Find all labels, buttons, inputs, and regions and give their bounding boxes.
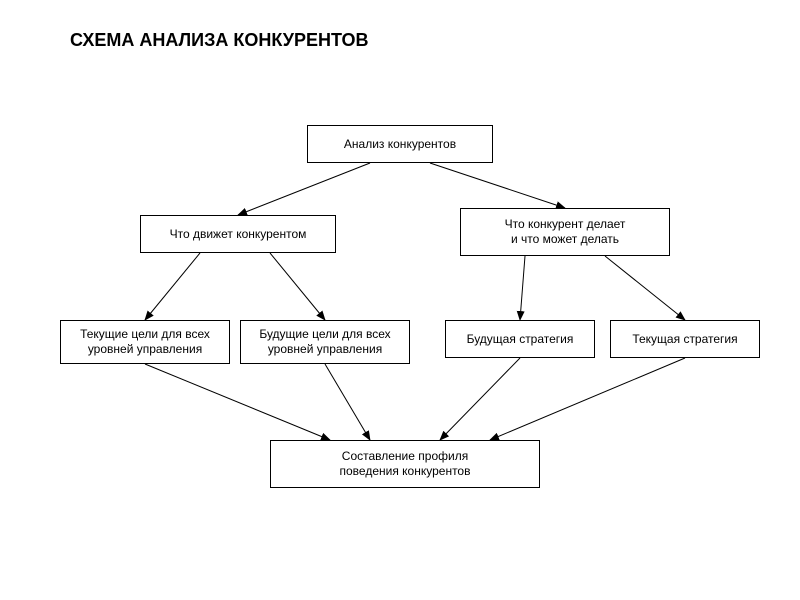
node-what-does-label: Что конкурент делает и что может делать [505,217,626,247]
edge-left-l1 [145,253,200,320]
diagram-title: СХЕМА АНАЛИЗА КОНКУРЕНТОВ [70,30,369,51]
node-what-does: Что конкурент делает и что может делать [460,208,670,256]
edges-layer [0,0,800,600]
edge-right-r1 [520,256,525,320]
edge-l2-bottom [325,364,370,440]
node-profile: Составление профиля поведения конкуренто… [270,440,540,488]
node-future-strategy-label: Будущая стратегия [467,332,574,347]
node-current-strategy: Текущая стратегия [610,320,760,358]
edge-right-r2 [605,256,685,320]
node-what-drives-label: Что движет конкурентом [170,227,307,242]
edge-root-left [238,163,370,215]
edge-r1-bottom [440,358,520,440]
edge-left-l2 [270,253,325,320]
node-future-goals: Будущие цели для всех уровней управления [240,320,410,364]
node-future-strategy: Будущая стратегия [445,320,595,358]
node-analysis-root-label: Анализ конкурентов [344,137,456,152]
node-profile-label: Составление профиля поведения конкуренто… [340,449,471,479]
node-current-goals-label: Текущие цели для всех уровней управления [80,327,210,357]
node-current-goals: Текущие цели для всех уровней управления [60,320,230,364]
node-what-drives: Что движет конкурентом [140,215,336,253]
edge-root-right [430,163,565,208]
node-analysis-root: Анализ конкурентов [307,125,493,163]
node-future-goals-label: Будущие цели для всех уровней управления [259,327,390,357]
edge-r2-bottom [490,358,685,440]
node-current-strategy-label: Текущая стратегия [632,332,737,347]
edge-l1-bottom [145,364,330,440]
